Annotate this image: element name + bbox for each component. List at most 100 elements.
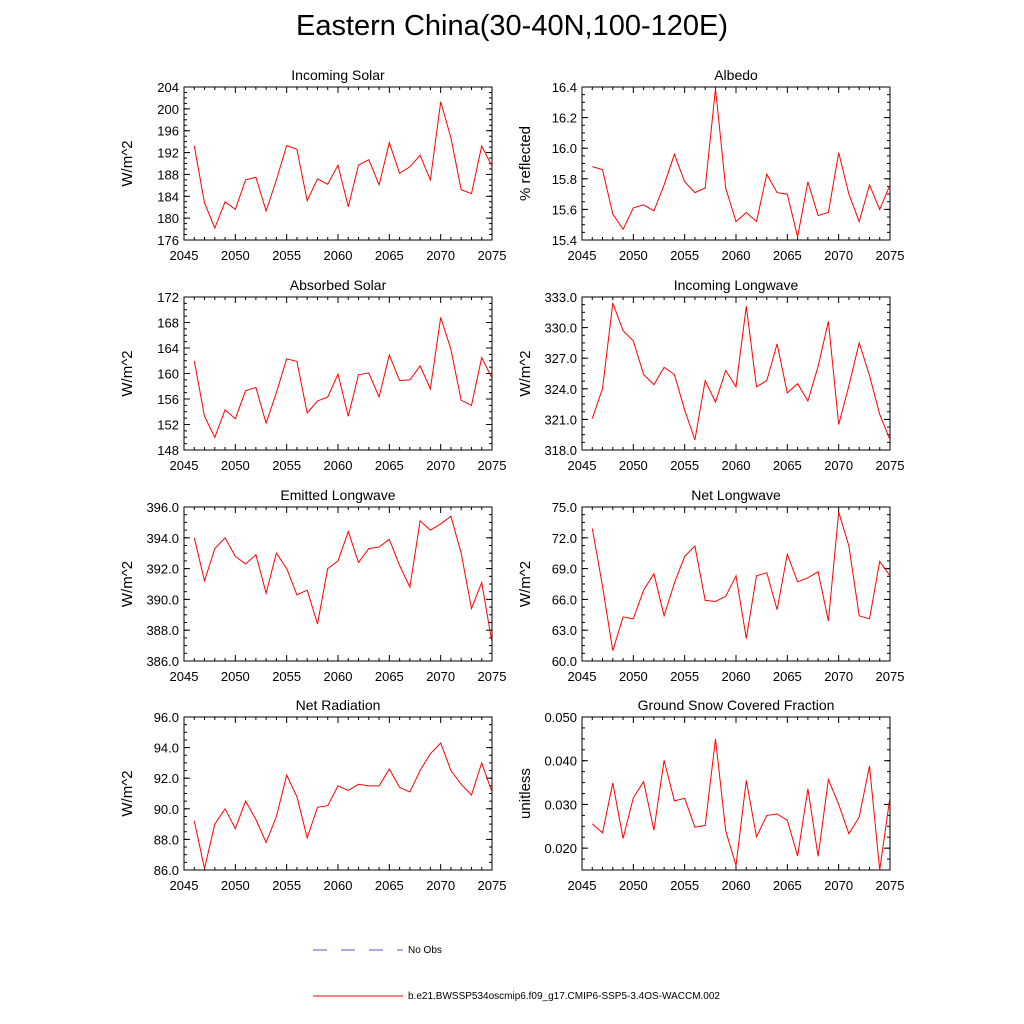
panel-title: Emitted Longwave: [280, 487, 395, 503]
series-line-net-longwave: [591, 511, 890, 651]
x-tick-label: 2050: [619, 878, 648, 893]
x-tick-label: 2050: [619, 458, 648, 473]
y-tick-label: 188: [157, 167, 179, 182]
y-tick-label: 90.0: [154, 802, 179, 817]
x-tick-label: 2045: [568, 669, 597, 684]
panel-title: Absorbed Solar: [290, 277, 387, 293]
x-tick-label: 2055: [670, 878, 699, 893]
y-tick-label: 172: [157, 290, 179, 305]
x-tick-label: 2075: [876, 669, 905, 684]
x-tick-label: 2055: [272, 248, 301, 263]
y-tick-label: 88.0: [154, 832, 179, 847]
y-axis-label: % reflected: [517, 126, 534, 201]
x-tick-label: 2055: [670, 458, 699, 473]
y-axis-label: W/m^2: [119, 350, 136, 396]
plot-frame: [581, 296, 891, 451]
y-tick-label: 16.2: [552, 111, 577, 126]
series-line-incoming-longwave: [591, 302, 890, 440]
x-tick-label: 2075: [478, 248, 507, 263]
x-tick-label: 2045: [568, 878, 597, 893]
x-tick-label: 2070: [426, 458, 455, 473]
plot-frame: [581, 86, 891, 241]
y-tick-label: 324.0: [544, 382, 577, 397]
x-tick-label: 2065: [375, 669, 404, 684]
x-tick-label: 2070: [824, 458, 853, 473]
y-tick-label: 392.0: [146, 562, 179, 577]
y-tick-label: 15.8: [552, 172, 577, 187]
y-tick-label: 327.0: [544, 351, 577, 366]
y-tick-label: 176: [157, 233, 179, 248]
y-axis-label: W/m^2: [119, 140, 136, 186]
y-tick-label: 204: [157, 80, 179, 95]
x-tick-label: 2060: [722, 878, 751, 893]
panel-absorbed-solar: Absorbed Solar W/m^2 2045 2050 2055 2060 2065 2…: [119, 277, 506, 473]
panel-title: Incoming Solar: [291, 67, 385, 83]
panel-emitted-longwave: Emitted Longwave W/m^2 2045 2050 2055 2060 206…: [119, 487, 506, 684]
y-tick-label: 69.0: [552, 562, 577, 577]
y-axis-label: unitless: [517, 768, 534, 819]
x-tick-label: 2055: [272, 878, 301, 893]
y-tick-label: 394.0: [146, 531, 179, 546]
plot-frame: [183, 86, 493, 241]
x-tick-label: 2070: [426, 878, 455, 893]
x-tick-label: 2055: [670, 669, 699, 684]
y-tick-label: 0.030: [544, 797, 577, 812]
panel-net-longwave: Net Longwave W/m^2 2045 2050 2055 2060 2065 207…: [517, 487, 904, 684]
panel-title: Net Radiation: [296, 697, 381, 713]
y-tick-label: 200: [157, 102, 179, 117]
x-tick-label: 2060: [324, 878, 353, 893]
x-tick-label: 2055: [272, 458, 301, 473]
y-tick-label: 60.0: [552, 654, 577, 669]
x-tick-label: 2075: [478, 878, 507, 893]
x-tick-label: 2045: [170, 669, 199, 684]
y-axis-label: W/m^2: [119, 770, 136, 816]
x-tick-label: 2060: [722, 669, 751, 684]
y-tick-label: 66.0: [552, 592, 577, 607]
x-tick-label: 2060: [722, 248, 751, 263]
x-tick-label: 2050: [619, 669, 648, 684]
y-tick-label: 94.0: [154, 741, 179, 756]
panel-albedo: Albedo % reflected 2045 2050 2055 2060 2065 207…: [517, 67, 904, 263]
x-tick-label: 2055: [272, 669, 301, 684]
y-tick-label: 396.0: [146, 500, 179, 515]
figure-title: Eastern China(30-40N,100-120E): [295, 10, 729, 42]
x-tick-label: 2065: [375, 458, 404, 473]
panel-incoming-solar: Incoming Solar W/m^2 2045 2050 2055 2060 2065 2…: [119, 67, 506, 263]
x-tick-label: 2075: [478, 458, 507, 473]
y-tick-label: 16.0: [552, 141, 577, 156]
y-tick-label: 164: [157, 341, 179, 356]
y-tick-label: 86.0: [154, 863, 179, 878]
y-tick-label: 180: [157, 211, 179, 226]
x-tick-label: 2050: [619, 248, 648, 263]
plot-frame: [183, 506, 493, 662]
x-tick-label: 2075: [876, 248, 905, 263]
y-tick-label: 333.0: [544, 290, 577, 305]
panel-title: Incoming Longwave: [674, 277, 799, 293]
series-line-incoming-solar: [193, 101, 492, 230]
x-tick-label: 2050: [221, 248, 250, 263]
series-line-emitted-longwave: [193, 515, 492, 643]
x-tick-label: 2045: [170, 248, 199, 263]
y-tick-label: 168: [157, 316, 179, 331]
x-tick-label: 2070: [824, 248, 853, 263]
x-tick-label: 2065: [773, 248, 802, 263]
series-line-ground-snow-covered-fraction: [591, 738, 890, 870]
y-axis-label: W/m^2: [517, 561, 534, 607]
y-tick-label: 388.0: [146, 623, 179, 638]
plot-frame: [183, 716, 493, 871]
panel-net-radiation: Net Radiation W/m^2 2045 2050 2055 2060 2065 20…: [119, 697, 506, 893]
x-tick-label: 2060: [324, 669, 353, 684]
x-tick-label: 2050: [221, 878, 250, 893]
x-tick-label: 2065: [375, 878, 404, 893]
y-tick-label: 72.0: [552, 531, 577, 546]
panel-title: Net Longwave: [691, 487, 781, 503]
y-tick-label: 196: [157, 124, 179, 139]
y-tick-label: 15.4: [552, 233, 577, 248]
legend-model-label: b.e21.BWSSP534oscmip6.f09_g17.CMIP6-SSP5…: [408, 991, 720, 1002]
y-tick-label: 390.0: [146, 592, 179, 607]
panel-ground-snow-covered-fraction: Ground Snow Covered Fraction unitless 2045…: [517, 697, 904, 893]
y-tick-label: 15.6: [552, 202, 577, 217]
x-tick-label: 2060: [324, 458, 353, 473]
y-tick-label: 152: [157, 418, 179, 433]
